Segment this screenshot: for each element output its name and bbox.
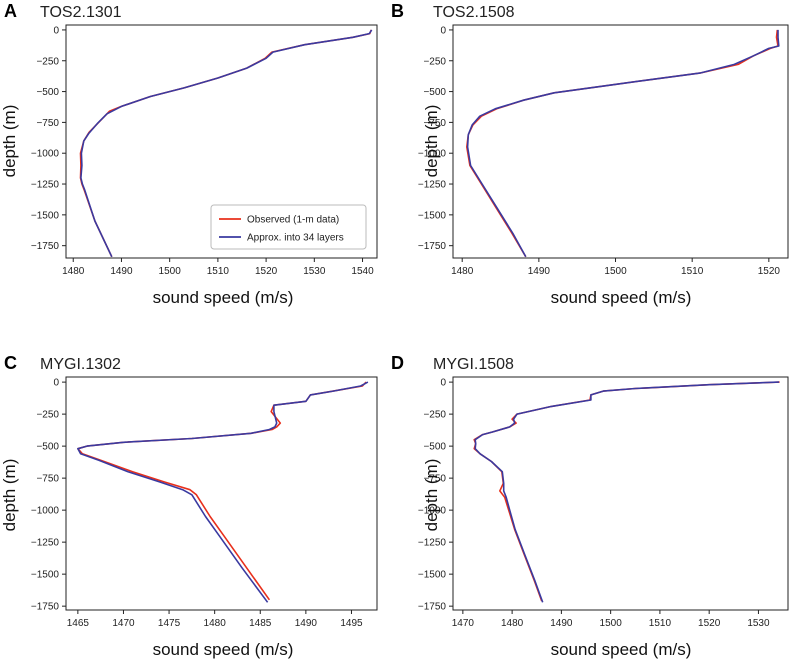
y-tick-label: −1750 <box>31 241 60 252</box>
y-axis-label: depth (m) <box>0 459 19 532</box>
x-tick-label: 1480 <box>501 618 524 629</box>
observed-line <box>465 29 779 258</box>
x-axis-label: sound speed (m/s) <box>153 288 294 307</box>
y-tick-label: −500 <box>36 87 59 98</box>
observed-line <box>77 381 367 601</box>
x-tick-label: 1475 <box>158 618 181 629</box>
x-tick-label: 1490 <box>528 266 551 277</box>
x-tick-label: 1490 <box>110 266 133 277</box>
panel-title: MYGI.1302 <box>40 356 121 373</box>
y-tick-label: −750 <box>36 118 59 129</box>
y-tick-label: 0 <box>53 378 59 389</box>
x-tick-label: 1520 <box>758 266 781 277</box>
approx-line <box>474 381 780 603</box>
legend-label-approx: Approx. into 34 layers <box>247 233 344 244</box>
x-tick-label: 1500 <box>604 266 627 277</box>
y-tick-label: 0 <box>440 378 446 389</box>
x-axis-label: sound speed (m/s) <box>153 640 294 659</box>
x-tick-label: 1540 <box>351 266 374 277</box>
y-tick-label: −500 <box>423 87 446 98</box>
y-tick-label: −1500 <box>418 570 447 581</box>
y-tick-label: −1500 <box>31 570 60 581</box>
y-tick-label: 0 <box>53 25 59 36</box>
x-tick-label: 1490 <box>550 618 573 629</box>
legend-label-observed: Observed (1-m data) <box>247 215 339 226</box>
x-tick-label: 1470 <box>452 618 475 629</box>
y-tick-label: −750 <box>423 118 446 129</box>
x-tick-label: 1510 <box>649 618 672 629</box>
y-axis-label: depth (m) <box>422 459 441 532</box>
plot-frame <box>452 376 789 611</box>
y-tick-label: −1750 <box>418 241 447 252</box>
y-tick-label: −1500 <box>418 210 447 221</box>
panel-title: TOS2.1508 <box>433 4 515 21</box>
y-tick-label: −1000 <box>418 149 447 160</box>
y-tick-label: −250 <box>36 410 59 421</box>
x-axis-label: sound speed (m/s) <box>551 288 692 307</box>
legend <box>210 204 367 250</box>
panel-title: MYGI.1508 <box>433 356 514 373</box>
y-tick-label: −500 <box>423 442 446 453</box>
panel-letter: A <box>4 1 17 21</box>
x-tick-label: 1495 <box>340 618 363 629</box>
x-tick-label: 1480 <box>451 266 474 277</box>
y-tick-label: −250 <box>36 56 59 67</box>
x-tick-label: 1480 <box>204 618 227 629</box>
y-tick-label: −1250 <box>418 538 447 549</box>
y-tick-label: −1000 <box>31 506 60 517</box>
x-tick-label: 1480 <box>62 266 85 277</box>
x-axis-label: sound speed (m/s) <box>551 640 692 659</box>
plot-frame <box>452 24 789 259</box>
approx-line <box>77 381 369 603</box>
x-tick-label: 1510 <box>681 266 704 277</box>
x-tick-label: 1530 <box>303 266 326 277</box>
panel-a: A TOS2.1301 1480 1490 1500 1510 1520 1530 1540 0 −… <box>0 1 378 307</box>
panel-title: TOS2.1301 <box>40 4 122 21</box>
x-tick-label: 1465 <box>67 618 90 629</box>
y-tick-label: −1250 <box>31 180 60 191</box>
y-tick-label: −1000 <box>31 149 60 160</box>
x-tick-label: 1500 <box>600 618 623 629</box>
x-tick-label: 1520 <box>255 266 278 277</box>
x-tick-label: 1530 <box>747 618 770 629</box>
y-tick-label: −500 <box>36 442 59 453</box>
x-tick-label: 1520 <box>698 618 721 629</box>
panel-letter: C <box>4 353 17 373</box>
panel-letter: B <box>391 1 404 21</box>
y-tick-label: −1250 <box>31 538 60 549</box>
x-tick-label: 1490 <box>295 618 318 629</box>
y-axis-label: depth (m) <box>422 105 441 178</box>
y-tick-label: −1000 <box>418 506 447 517</box>
x-tick-label: 1485 <box>249 618 272 629</box>
y-tick-label: 0 <box>440 25 446 36</box>
y-tick-label: −1750 <box>31 602 60 613</box>
panel-b: B TOS2.1508 1480 1490 1500 1510 1520 0 −250 −500 −… <box>391 1 789 307</box>
panel-c: C MYGI.1302 1465 1470 1475 1480 1485 1490 1495 0 −… <box>0 353 378 659</box>
plot-frame <box>65 376 378 611</box>
observed-line <box>473 381 780 602</box>
panel-letter: D <box>391 353 404 373</box>
panel-d: D MYGI.1508 1470 1480 1490 1500 1510 1520 1530 0 −… <box>391 353 789 659</box>
x-tick-label: 1470 <box>112 618 135 629</box>
y-tick-label: −1250 <box>418 180 447 191</box>
approx-line <box>466 29 780 258</box>
y-axis-label: depth (m) <box>0 105 19 178</box>
plot-frame <box>65 24 378 259</box>
x-tick-label: 1510 <box>207 266 230 277</box>
y-tick-label: −250 <box>423 56 446 67</box>
y-tick-label: −1500 <box>31 210 60 221</box>
y-tick-label: −750 <box>36 474 59 485</box>
y-tick-label: −1750 <box>418 602 447 613</box>
y-tick-label: −250 <box>423 410 446 421</box>
x-tick-label: 1500 <box>159 266 182 277</box>
approx-line <box>80 29 373 258</box>
y-tick-label: −750 <box>423 474 446 485</box>
